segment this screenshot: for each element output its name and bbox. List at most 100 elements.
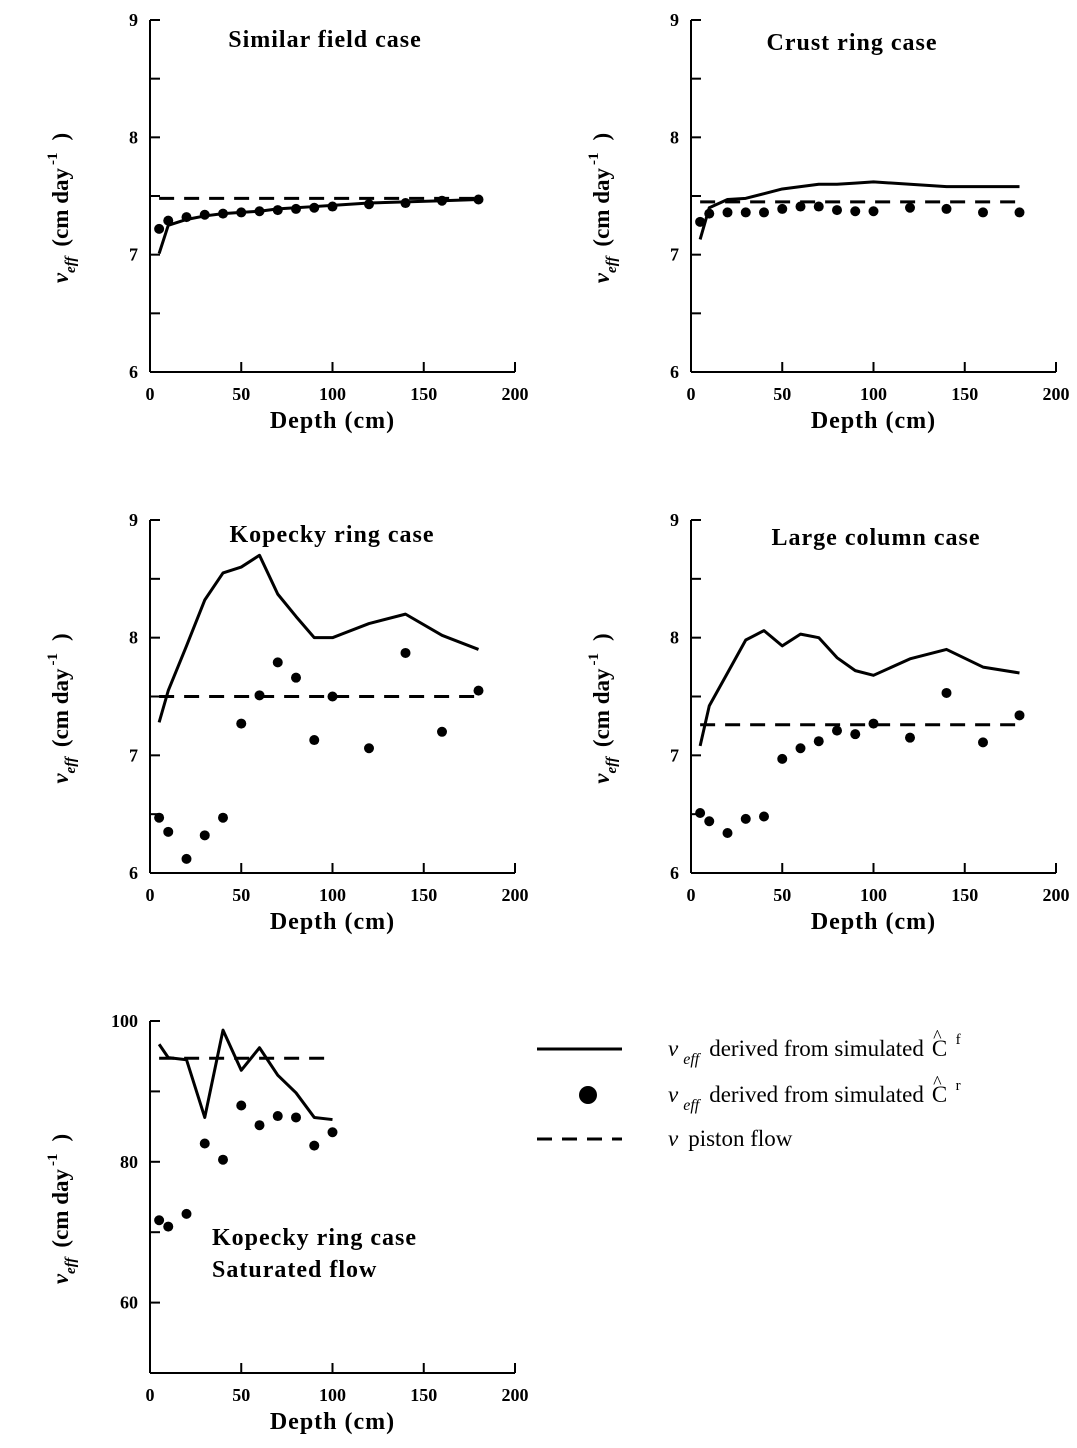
data-point-dots [759,811,769,822]
data-point-dots [199,209,210,220]
y-tick-label: 7 [670,745,679,765]
y-axis-label: veff (cm day -1) [45,133,79,283]
x-tick-label: 0 [146,384,155,404]
x-tick-label: 200 [1043,384,1070,404]
legend-label-part: ^ [933,1072,942,1092]
y-axis-label-part: ) [48,1134,73,1142]
y-tick-label: 6 [129,863,138,883]
y-tick-label: 8 [670,127,679,147]
data-point-dots [795,201,806,212]
y-axis-label-part: -1 [45,1153,61,1166]
data-point-dots [813,201,824,212]
data-point-dots [163,215,174,226]
y-axis-label: veff (cm day -1) [45,633,79,783]
legend-item-solid: v eff derived from simulated C^ f [537,1026,961,1068]
y-axis-label-part: eff [63,255,79,273]
y-tick-label: 9 [129,10,138,30]
x-axis-label: Depth (cm) [811,408,936,434]
data-point-dots [473,685,484,696]
legend-item-dots: v eff derived from simulated C^ r [579,1072,961,1114]
data-point-dots [473,194,484,205]
x-tick-label: 150 [951,885,978,905]
data-point-dots [759,207,769,218]
legend-label-part: r [956,1078,961,1094]
x-tick-label: 100 [319,384,346,404]
data-point-dots [236,207,247,218]
legend-label: v piston flow [668,1126,793,1151]
x-tick-label: 50 [773,384,791,404]
y-tick-label: 6 [670,362,679,382]
data-point-dots [236,718,247,729]
y-axis-label-part: eff [604,255,620,273]
y-tick-label: 9 [129,510,138,530]
y-tick-label: 7 [129,745,138,765]
data-point-dots [777,203,788,214]
y-tick-label: 9 [670,510,679,530]
data-point-dots [850,206,861,217]
x-axis-label: Depth (cm) [270,1409,395,1435]
data-point-dots [722,207,733,218]
data-point-dots [832,205,842,216]
data-point-dots [327,691,338,702]
legend-item-dashed: v piston flow [537,1126,793,1151]
data-point-dots [236,1100,247,1111]
y-axis-label-part: v [589,272,614,283]
chart-title: Similar field case [228,27,422,53]
legend-label: v eff derived from simulated C^ f [668,1026,961,1068]
data-point-dots [740,207,751,218]
x-tick-label: 150 [410,885,437,905]
data-point-dots [163,1221,174,1232]
legend-label-part: eff [683,1097,702,1114]
y-axis-label-part: eff [63,1256,79,1274]
x-tick-label: 200 [502,885,529,905]
legend-label-part: v [668,1036,679,1061]
y-axis-label-part: v [48,1273,73,1284]
y-axis-label: veff (cm day -1) [45,1134,79,1284]
y-axis-label-part: -1 [45,152,61,165]
x-tick-label: 200 [1043,885,1070,905]
chart-title: Crust ring case [767,30,938,56]
data-point-dots [695,807,706,818]
data-point-dots [832,725,842,736]
legend-label-part: derived from simulated [709,1036,924,1061]
y-tick-label: 80 [120,1152,138,1172]
data-point-dots [218,812,228,823]
data-point-dots [437,726,447,737]
x-tick-label: 150 [410,384,437,404]
data-point-dots [291,672,301,683]
data-point-dots [327,1127,338,1138]
y-axis-label-part: ) [589,633,614,641]
x-tick-label: 0 [687,885,696,905]
legend-swatch-dot [579,1086,597,1104]
y-axis-label: veff (cm day -1) [586,633,620,783]
data-point-dots [704,208,715,219]
data-point-dots [254,1120,265,1131]
data-point-dots [941,687,952,698]
data-point-dots [199,1138,210,1149]
data-point-dots [181,1208,192,1219]
data-point-dots [272,205,283,216]
y-axis-label-part: (cm day [589,168,614,247]
y-axis-label-part: v [48,272,73,283]
legend-label-part: v [668,1082,679,1107]
y-axis-label-part: eff [63,755,79,773]
legend-label-part: eff [683,1051,702,1068]
x-tick-label: 100 [860,384,887,404]
legend: v eff derived from simulated C^ fv eff derived… [537,1026,961,1151]
data-point-dots [163,826,174,837]
chart-panel-3: 6 7 8 9 0 50 100 150 200 Depth (cm) veff (cm day -1)… [45,510,529,935]
y-axis-label: veff (cm day -1) [586,133,620,283]
x-tick-label: 50 [773,885,791,905]
y-axis-label-part: ) [48,633,73,641]
x-tick-label: 100 [860,885,887,905]
data-point-dots [813,736,824,747]
y-axis-label-part: v [589,773,614,784]
data-point-dots [309,1140,320,1151]
y-axis-label-part: ) [589,133,614,141]
data-point-dots [704,816,715,827]
data-point-dots [291,203,301,214]
data-point-dots [364,743,374,754]
y-tick-label: 60 [120,1293,138,1313]
y-axis-label-part: -1 [586,152,602,165]
legend-label-part: f [956,1032,961,1048]
